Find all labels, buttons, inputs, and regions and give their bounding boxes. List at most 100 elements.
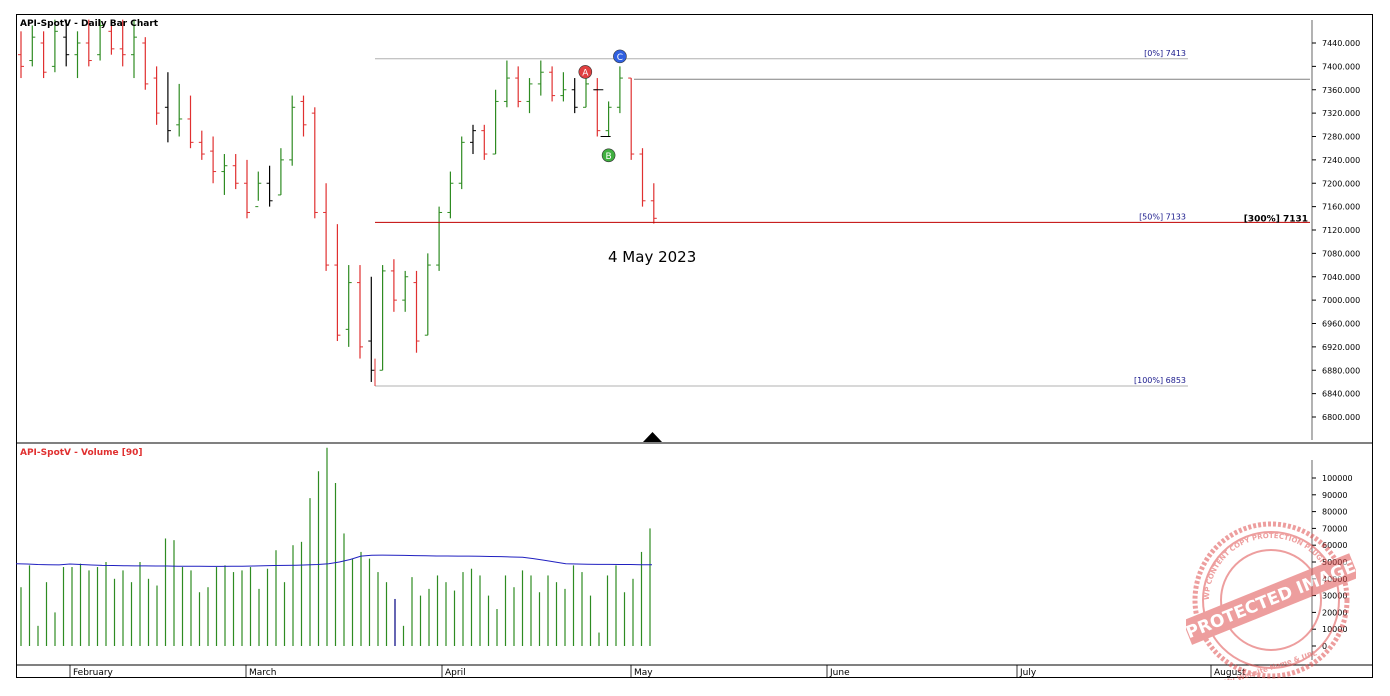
price-tick-label: 7440.000: [1322, 39, 1360, 48]
price-tick-label: 7080.000: [1322, 249, 1360, 258]
month-axis: February March April May June July August: [69, 665, 1246, 678]
price-tick-label: 6960.000: [1322, 320, 1360, 329]
price-bar: [368, 276, 375, 382]
price-bar: [232, 154, 239, 190]
price-tick-label: 7320.000: [1322, 109, 1360, 118]
price-bar: [311, 107, 318, 219]
price-bar: [345, 265, 352, 347]
fib-lines: [0%] 7413 [50%] 7133 [100%] 6853 [300%] 713…: [374, 49, 1310, 387]
price-bar: [560, 72, 567, 102]
price-bar: [244, 159, 250, 219]
price-bar: [221, 154, 228, 195]
watermark-bottom-text: My Website Name & URL: [1223, 649, 1319, 680]
target-level-label: [300%] 7131: [1244, 215, 1308, 225]
price-bar: [583, 78, 589, 108]
price-bar: [176, 83, 183, 137]
price-bar: [300, 95, 307, 137]
price-bar: [413, 270, 420, 353]
price-bar: [198, 130, 205, 160]
price-bar: [29, 25, 36, 67]
price-bar: [458, 136, 465, 190]
month-label: July: [1019, 668, 1037, 678]
wave-a-marker: A: [578, 65, 593, 79]
price-tick-label: 7280.000: [1322, 133, 1360, 142]
price-bar: [51, 19, 58, 73]
price-bar: [334, 224, 341, 342]
price-tick-label: 7040.000: [1322, 273, 1360, 282]
price-bars: [18, 19, 657, 382]
month-label: April: [445, 668, 466, 678]
volume-tick-label: 10000: [1322, 625, 1347, 634]
price-bar: [492, 89, 499, 155]
price-bar: [97, 19, 104, 61]
price-bar: [549, 66, 556, 102]
wave-markers: A B C: [578, 49, 627, 163]
price-bar: [74, 31, 81, 79]
price-bar: [142, 37, 149, 90]
price-bar: [63, 19, 70, 67]
price-bar: [131, 19, 137, 79]
price-bar: [164, 72, 171, 143]
wave-label: A: [582, 68, 589, 78]
fib-level-label: [100%] 6853: [1134, 376, 1186, 385]
price-bar: [594, 78, 601, 137]
price-bar: [266, 165, 273, 207]
price-bar: [481, 124, 488, 160]
price-bar: [515, 66, 522, 108]
price-bar: [357, 265, 363, 359]
price-tick-label: 7160.000: [1322, 203, 1360, 212]
price-bar: [424, 253, 431, 336]
month-label: June: [829, 668, 850, 678]
price-bar: [153, 66, 160, 125]
chart-frame: [16, 14, 1373, 678]
fib-level-label: [0%] 7413: [1144, 49, 1186, 58]
price-tick-label: 7120.000: [1322, 226, 1360, 235]
price-bar: [210, 136, 217, 184]
price-bar: [526, 78, 533, 114]
wave-c-marker: C: [613, 49, 627, 64]
volume-tick-label: 80000: [1322, 508, 1347, 517]
price-bar: [537, 60, 544, 96]
price-bar: [40, 31, 47, 79]
current-bar-marker-icon[interactable]: [643, 432, 662, 442]
wave-label: C: [617, 53, 623, 63]
price-bar: [18, 31, 24, 79]
month-label: May: [634, 668, 653, 678]
price-bar: [255, 171, 262, 208]
price-tick-label: 6800.000: [1322, 413, 1360, 422]
volume-average-line: [15, 554, 652, 567]
price-bar: [187, 95, 194, 149]
price-tick-label: 7240.000: [1322, 156, 1360, 165]
volume-pane-title: API-SpotV - Volume [90]: [20, 448, 143, 458]
price-bar: [277, 148, 284, 196]
month-label: August: [1214, 668, 1246, 678]
wave-label: B: [606, 152, 612, 162]
price-tick-label: 6840.000: [1322, 390, 1360, 399]
volume-bars: [20, 447, 651, 646]
price-tick-label: 6880.000: [1322, 366, 1360, 375]
price-bar: [379, 265, 386, 371]
price-bar: [571, 78, 578, 114]
price-bar: [323, 183, 330, 271]
volume-tick-label: 30000: [1322, 592, 1347, 601]
price-bar: [503, 60, 510, 108]
price-bar: [289, 95, 296, 166]
volume-tick-label: 100000: [1322, 474, 1353, 483]
price-bar: [402, 270, 409, 312]
price-bar: [605, 101, 612, 137]
protected-image-stamp: WP CONTENT COPY PROTECTION PLUGIN PROTEC…: [1186, 521, 1356, 680]
price-bar: [119, 19, 126, 67]
price-bar: [447, 171, 454, 219]
price-tick-label: 6920.000: [1322, 343, 1360, 352]
fib-level-label: [50%] 7133: [1139, 212, 1186, 221]
price-bar: [470, 124, 476, 155]
month-label: March: [249, 668, 276, 678]
price-bar: [436, 206, 443, 271]
price-tick-label: 7400.000: [1322, 62, 1360, 71]
price-tick-label: 7000.000: [1322, 296, 1360, 305]
price-bar: [639, 148, 646, 207]
price-bar: [628, 77, 635, 160]
volume-tick-label: 0: [1322, 642, 1327, 651]
date-annotation: 4 May 2023: [608, 248, 696, 266]
